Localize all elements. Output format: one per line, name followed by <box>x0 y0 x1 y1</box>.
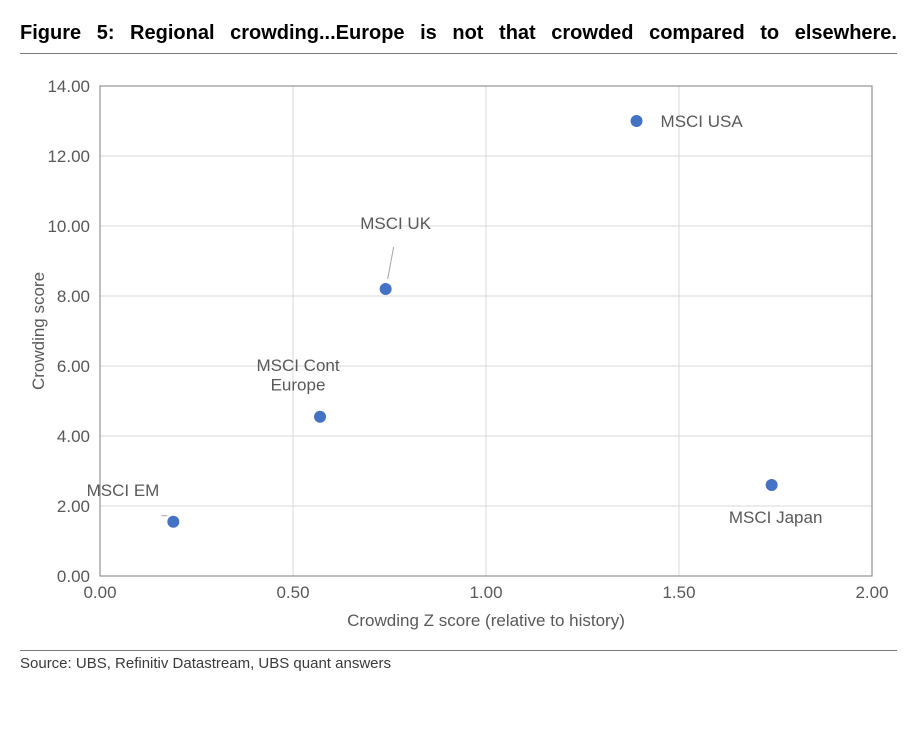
svg-text:2.00: 2.00 <box>57 497 90 516</box>
source-text: Source: UBS, Refinitiv Datastream, UBS q… <box>20 655 897 672</box>
svg-text:Crowding Z score (relative to: Crowding Z score (relative to history) <box>347 611 625 630</box>
svg-text:8.00: 8.00 <box>57 287 90 306</box>
data-point <box>766 479 778 491</box>
svg-text:14.00: 14.00 <box>47 77 90 96</box>
title-rule <box>20 53 897 54</box>
svg-text:10.00: 10.00 <box>47 217 90 236</box>
footer-rule <box>20 650 897 651</box>
data-point <box>631 115 643 127</box>
svg-text:Crowding score: Crowding score <box>29 272 48 390</box>
data-label: MSCI Japan <box>729 508 823 527</box>
svg-text:12.00: 12.00 <box>47 147 90 166</box>
data-point <box>380 283 392 295</box>
data-point <box>167 516 179 528</box>
svg-text:6.00: 6.00 <box>57 357 90 376</box>
svg-text:2.00: 2.00 <box>855 583 888 602</box>
data-label: MSCI UK <box>360 214 432 233</box>
chart-svg: 0.000.501.001.502.000.002.004.006.008.00… <box>20 66 892 642</box>
svg-text:1.50: 1.50 <box>662 583 695 602</box>
svg-text:1.00: 1.00 <box>469 583 502 602</box>
data-label: MSCI EM <box>87 481 160 500</box>
data-label: MSCI USA <box>661 112 744 131</box>
svg-text:4.00: 4.00 <box>57 427 90 446</box>
svg-text:0.00: 0.00 <box>57 567 90 586</box>
figure-title: Figure 5: Regional crowding...Europe is … <box>20 20 897 47</box>
scatter-chart: 0.000.501.001.502.000.002.004.006.008.00… <box>20 66 892 642</box>
data-point <box>314 411 326 423</box>
svg-text:0.50: 0.50 <box>276 583 309 602</box>
